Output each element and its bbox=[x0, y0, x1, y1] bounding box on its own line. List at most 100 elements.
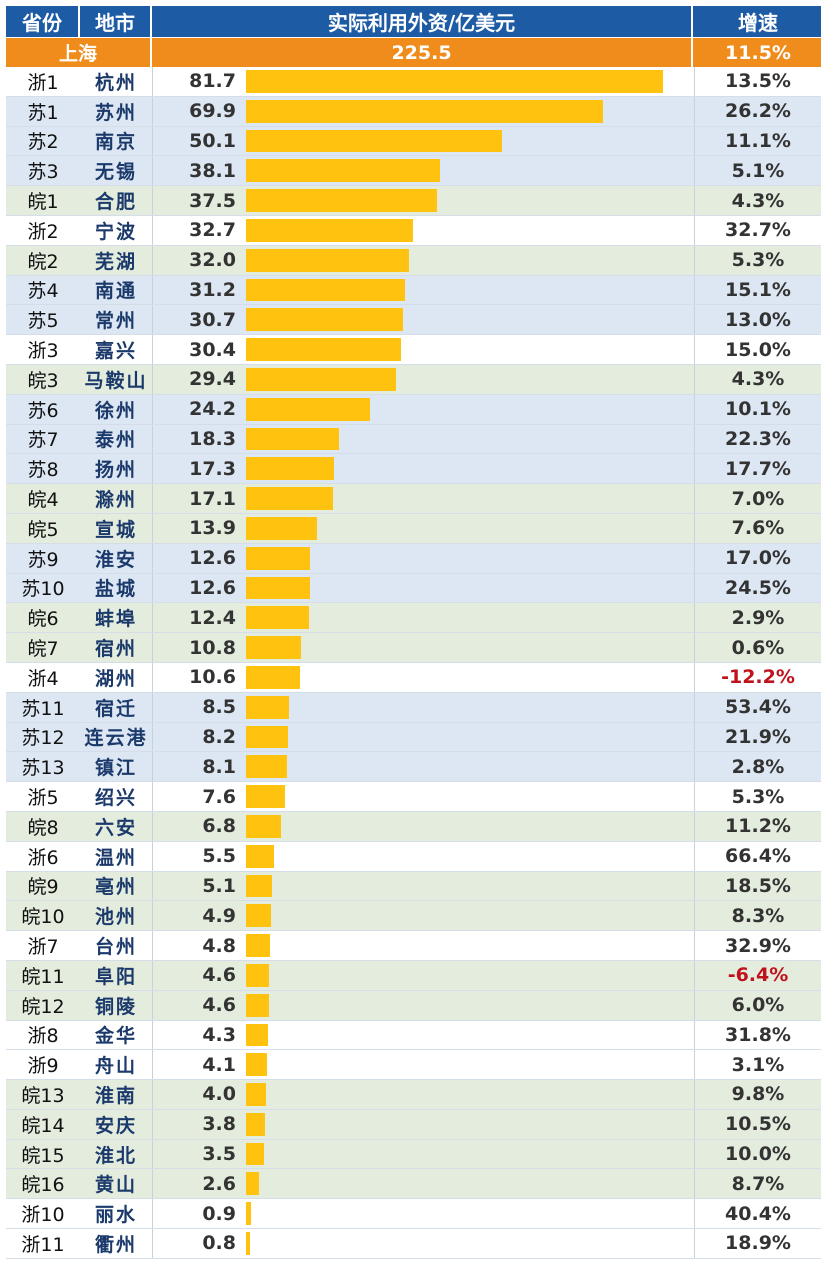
growth-label: 9.8% bbox=[731, 1083, 785, 1106]
column-divider bbox=[152, 662, 153, 692]
bar-track bbox=[246, 1140, 693, 1169]
province-rank: 苏10 bbox=[21, 578, 65, 601]
table-row: 苏5 常州 30.7 13.0% bbox=[6, 305, 821, 336]
growth-label: 8.7% bbox=[731, 1172, 785, 1195]
column-divider bbox=[694, 990, 695, 1020]
table-row: 皖6 蚌埠 12.4 2.9% bbox=[6, 603, 821, 634]
header-city: 地市 bbox=[80, 6, 152, 37]
city-name: 温州 bbox=[94, 846, 137, 869]
column-divider bbox=[694, 841, 695, 871]
growth-label: 5.1% bbox=[731, 159, 785, 182]
growth-label: -6.4% bbox=[727, 964, 789, 987]
bar-track bbox=[246, 782, 693, 811]
city-name: 淮安 bbox=[94, 548, 137, 571]
bar-track bbox=[246, 484, 693, 513]
bar bbox=[246, 874, 273, 898]
bar bbox=[246, 725, 288, 749]
province-rank: 苏3 bbox=[27, 161, 59, 184]
value-label: 8.5 bbox=[202, 696, 236, 719]
city-name: 无锡 bbox=[94, 161, 137, 184]
table-row: 皖16 黄山 2.6 8.7% bbox=[6, 1169, 821, 1200]
bar bbox=[246, 606, 310, 630]
bar-track bbox=[246, 454, 693, 483]
value-label: 50.1 bbox=[189, 129, 236, 152]
growth-label: 24.5% bbox=[725, 576, 791, 599]
column-divider bbox=[152, 722, 153, 752]
column-divider bbox=[152, 245, 153, 275]
province-rank: 皖14 bbox=[21, 1114, 65, 1137]
value-label: 4.3 bbox=[202, 1023, 236, 1046]
bar-track bbox=[246, 425, 693, 454]
city-name: 台州 bbox=[94, 936, 137, 958]
growth-label: 0.6% bbox=[731, 636, 785, 659]
province-rank: 苏13 bbox=[21, 757, 65, 780]
column-divider bbox=[152, 454, 153, 484]
column-divider bbox=[694, 245, 695, 275]
city-name: 南通 bbox=[94, 280, 137, 303]
growth-label: 26.2% bbox=[725, 100, 791, 123]
bar-track bbox=[246, 1110, 693, 1139]
bar-track bbox=[246, 991, 693, 1020]
bar-track bbox=[246, 752, 693, 781]
header-growth: 增速 bbox=[738, 11, 778, 35]
value-label: 4.1 bbox=[202, 1053, 236, 1076]
value-label: 12.6 bbox=[189, 547, 236, 570]
column-divider bbox=[694, 960, 695, 990]
bar bbox=[246, 70, 663, 93]
growth-label: 4.3% bbox=[731, 189, 785, 212]
province-rank: 浙5 bbox=[27, 787, 59, 810]
table-row: 皖3 马鞍山 29.4 4.3% bbox=[6, 364, 821, 395]
bar bbox=[246, 576, 311, 600]
bar-track bbox=[246, 901, 693, 930]
column-divider bbox=[694, 901, 695, 931]
value-label: 5.5 bbox=[202, 845, 236, 868]
table-row: 浙11 衢州 0.8 18.9% bbox=[6, 1229, 821, 1259]
table-row: 浙4 湖州 10.6 -12.2% bbox=[6, 662, 821, 693]
value-label: 12.4 bbox=[189, 606, 236, 629]
bar-track bbox=[246, 156, 693, 185]
column-divider bbox=[694, 1109, 695, 1139]
city-name: 蚌埠 bbox=[94, 608, 137, 631]
bar-track bbox=[246, 1169, 693, 1198]
column-divider bbox=[152, 603, 153, 633]
bar-track bbox=[246, 544, 693, 573]
province-rank: 皖2 bbox=[27, 250, 59, 273]
growth-label: 18.9% bbox=[725, 1232, 791, 1255]
column-divider bbox=[152, 126, 153, 156]
bar bbox=[246, 218, 413, 242]
column-divider bbox=[152, 156, 153, 186]
column-divider bbox=[694, 275, 695, 305]
column-divider bbox=[152, 841, 153, 871]
growth-label: 7.6% bbox=[731, 517, 785, 540]
growth-label: 32.9% bbox=[725, 934, 791, 957]
value-label: 4.6 bbox=[202, 994, 236, 1017]
value-label: 10.6 bbox=[189, 666, 236, 689]
column-divider bbox=[152, 871, 153, 901]
table-row: 浙8 金华 4.3 31.8% bbox=[6, 1020, 821, 1051]
table-row: 皖11 阜阳 4.6 -6.4% bbox=[6, 960, 821, 991]
growth-label: 31.8% bbox=[725, 1023, 791, 1046]
value-label: 18.3 bbox=[189, 427, 236, 450]
province-rank: 浙4 bbox=[27, 667, 59, 690]
value-label: 8.2 bbox=[202, 725, 236, 748]
value-label: 30.4 bbox=[189, 338, 236, 361]
table-row: 皖10 池州 4.9 8.3% bbox=[6, 901, 821, 932]
province-rank: 皖8 bbox=[27, 816, 59, 839]
city-name: 宿州 bbox=[94, 638, 137, 661]
province-rank: 皖15 bbox=[21, 1144, 65, 1167]
growth-label: 11.1% bbox=[725, 129, 791, 152]
city-name: 徐州 bbox=[94, 399, 137, 422]
table-row: 浙3 嘉兴 30.4 15.0% bbox=[6, 335, 821, 365]
city-name: 宿迁 bbox=[94, 697, 137, 720]
table-row: 皖1 合肥 37.5 4.3% bbox=[6, 186, 821, 216]
column-divider bbox=[694, 931, 695, 960]
bar bbox=[246, 397, 370, 421]
bar-track bbox=[246, 216, 693, 245]
city-name: 泰州 bbox=[94, 429, 137, 452]
value-label: 24.2 bbox=[189, 398, 236, 421]
column-divider bbox=[152, 215, 153, 245]
column-divider bbox=[694, 305, 695, 335]
bar bbox=[246, 636, 302, 659]
bar-track bbox=[246, 305, 693, 334]
bar-track bbox=[246, 1080, 693, 1109]
